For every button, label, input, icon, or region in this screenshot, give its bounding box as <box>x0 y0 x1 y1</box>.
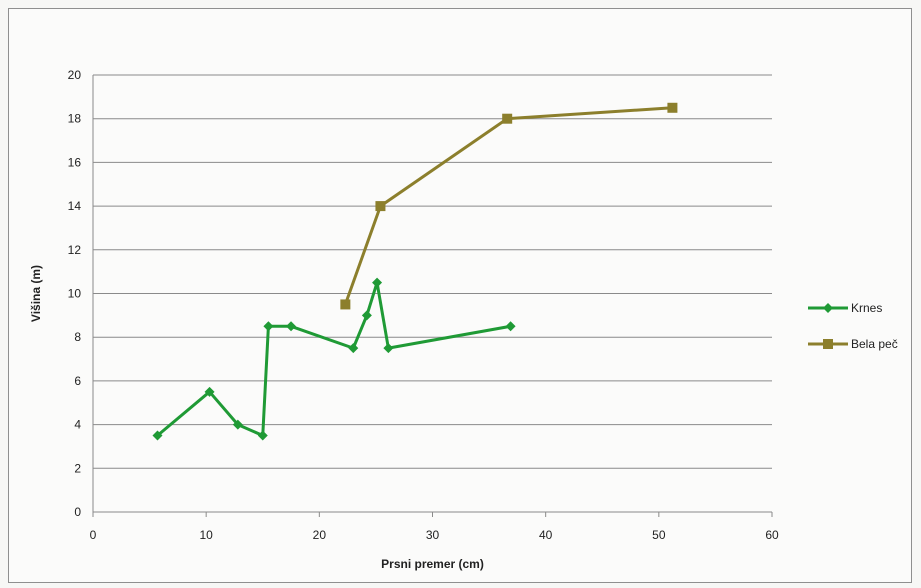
x-tick-label: 10 <box>199 528 213 542</box>
y-tick-label: 16 <box>68 155 82 169</box>
y-tick-label: 14 <box>68 199 82 213</box>
data-point <box>375 201 386 212</box>
x-tick-label: 50 <box>652 528 666 542</box>
series-0 <box>152 277 516 441</box>
legend-item: Bela peč <box>808 337 898 351</box>
x-tick-label: 0 <box>90 528 97 542</box>
x-axis-title: Prsni premer (cm) <box>381 557 484 571</box>
legend-item: Krnes <box>808 301 882 315</box>
axes: 0 2 4 6 8 10 12 14 16 18 20 0 10 20 30 40 50 60 <box>68 68 779 542</box>
data-point <box>348 343 359 354</box>
x-tick-label: 40 <box>539 528 553 542</box>
legend: Krnes Bela peč <box>808 301 898 351</box>
y-tick-label: 6 <box>74 374 81 388</box>
data-point <box>257 430 268 441</box>
data-point <box>505 321 516 332</box>
data-point <box>361 310 372 321</box>
data-point <box>340 299 351 310</box>
series-line <box>156 281 511 438</box>
data-point <box>383 343 394 354</box>
series-line <box>343 106 673 305</box>
y-tick-label: 18 <box>68 112 82 126</box>
x-tick-label: 30 <box>426 528 440 542</box>
data-point <box>372 277 383 288</box>
y-axis-title: Višina (m) <box>29 265 43 322</box>
y-tick-label: 12 <box>68 243 82 257</box>
legend-label: Krnes <box>851 301 882 315</box>
x-tick-label: 20 <box>313 528 327 542</box>
data-point <box>263 321 274 332</box>
grid-lines <box>93 74 772 469</box>
legend-label: Bela peč <box>851 337 898 351</box>
data-point <box>152 430 163 441</box>
series-layer <box>152 102 678 441</box>
y-tick-label: 8 <box>74 330 81 344</box>
y-tick-label: 0 <box>74 505 81 519</box>
data-point <box>232 419 243 430</box>
data-point <box>286 321 297 332</box>
series-1 <box>340 102 678 310</box>
legend-marker <box>823 339 833 349</box>
y-tick-label: 4 <box>74 418 81 432</box>
legend-marker <box>823 303 833 313</box>
data-point <box>502 113 513 124</box>
y-tick-label: 2 <box>74 461 81 475</box>
x-tick-label: 60 <box>765 528 779 542</box>
data-point <box>204 386 215 397</box>
y-tick-label: 20 <box>68 68 82 82</box>
y-tick-label: 10 <box>68 287 82 301</box>
data-point <box>667 102 678 113</box>
chart-frame <box>8 8 912 583</box>
